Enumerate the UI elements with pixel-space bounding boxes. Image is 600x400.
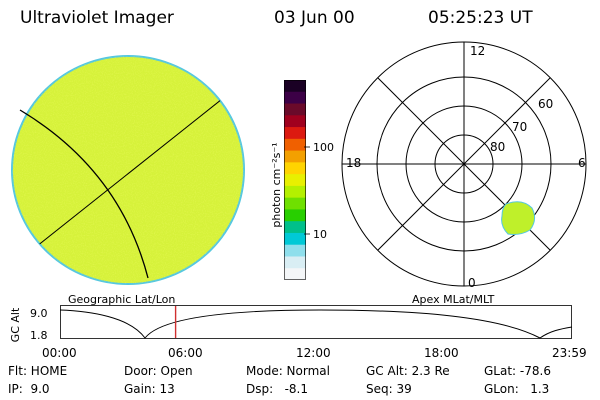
mlt-label-6: 6 [578,156,586,170]
timeline-xtick-1800: 18:00 [424,346,459,360]
longitude-line [19,109,149,279]
timeline-xtick-1200: 12:00 [296,346,331,360]
timeline-xtick-0000: 00:00 [42,346,77,360]
colorbar-band [284,256,306,269]
colorbar-band [284,127,306,140]
colorbar-band [284,103,306,116]
info-gain: Gain: 13 [124,382,175,396]
colorbar-band [284,209,306,222]
colorbar-band [284,174,306,187]
time-label: 05:25:23 UT [428,8,533,28]
geographic-panel-label: Geographic Lat/Lon [68,293,176,306]
info-door: Door: Open [124,364,193,378]
colorbar-band [284,268,306,280]
mlat-label-80: 80 [490,140,506,154]
info-glat: GLat: -78.6 [484,364,551,378]
colorbar-band [284,115,306,128]
info-dsp: Dsp: -8.1 [246,382,309,396]
colorbar-tick-100: 100 [313,141,334,154]
colorbar-band [284,185,306,199]
aurora-spot [501,201,536,235]
colorbar-band [284,221,306,234]
date-label: 03 Jun 00 [274,8,355,28]
info-mode: Mode: Normal [246,364,330,378]
uv-image-noise [12,56,244,284]
mlat-label-70: 70 [512,120,528,134]
colorbar-band [284,244,306,257]
geographic-image-panel [11,55,245,285]
polar-grid-panel [341,41,587,287]
mlt-label-12: 12 [470,44,486,58]
apex-panel-label: Apex MLat/MLT [412,293,495,306]
info-glon: GLon: 1.3 [484,382,550,396]
mlt-label-18: 18 [346,156,362,170]
timeline-xtick-2359: 23:59 [552,346,587,360]
mlt-label-0: 0 [468,276,476,290]
colorbar-band [284,150,306,163]
app-title: Ultraviolet Imager [20,8,174,28]
colorbar-band [284,232,306,246]
timeline-chart [60,305,573,339]
info-gc-alt: GC Alt: 2.3 Re [366,364,450,378]
info-seq: Seq: 39 [366,382,412,396]
timeline-xtick-0600: 06:00 [168,346,203,360]
colorbar [284,80,310,280]
colorbar-tick-10: 10 [313,228,327,241]
colorbar-band [284,80,306,93]
latitude-line [21,79,244,259]
timeline-axis-title: GC Alt [9,307,22,343]
colorbar-band [284,162,306,175]
timeline-ytick-min: 1.8 [30,329,48,342]
colorbar-band [284,91,306,105]
timeline-ytick-max: 9.0 [30,307,48,320]
info-ip: IP: 9.0 [8,382,50,396]
mlat-label-60: 60 [538,97,554,111]
altitude-curve [60,309,573,339]
colorbar-band [284,138,306,152]
polar-diagonal-2 [377,77,551,251]
info-flight: Flt: HOME [8,364,68,378]
colorbar-band [284,197,306,210]
colorbar-title: photon cm⁻²s⁻¹ [270,142,283,228]
